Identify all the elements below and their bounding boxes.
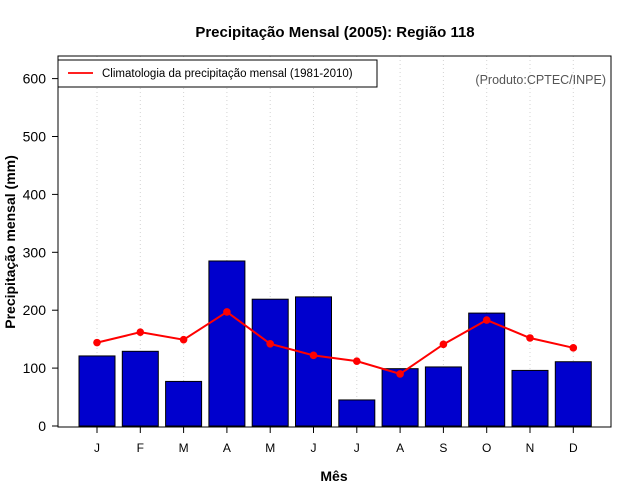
y-tick-label: 600 [23,71,47,87]
x-tick-label: O [482,441,491,455]
y-tick-label: 200 [23,302,47,318]
climatology-series [93,308,578,378]
legend-box [57,59,378,88]
x-tick-label: M [265,441,275,455]
climatology-point [439,340,448,349]
x-tick-label: M [179,441,189,455]
plot-frame [57,55,612,428]
x-tick-label: J [354,441,360,455]
y-tick-label: 300 [23,244,47,260]
bar-series [78,260,592,427]
bar [295,296,332,427]
climatology-point [223,308,231,316]
climatology-line [96,310,574,375]
climatology-point [309,351,318,360]
y-tick-label: 0 [38,418,46,434]
y-tick-label: 500 [23,129,47,145]
climatology-point [136,328,145,337]
bar [511,369,549,427]
x-tick-label: A [223,441,231,455]
bar [424,366,462,427]
climatology-point [569,344,578,352]
climatology-point [482,316,491,324]
climatology-point [526,334,534,342]
y-tick-label: 400 [23,186,47,202]
legend-entry-climatology: Climatologia da precipitação mensal (198… [102,68,353,80]
x-tick-label: J [94,441,100,455]
x-tick-label: D [569,441,578,455]
chart-title: Precipitação Mensal (2005): Região 118 [195,24,474,41]
climatology-point [93,338,101,347]
x-tick-label: S [439,441,447,455]
bar [338,399,376,427]
bar [165,380,203,427]
climatology-point [396,370,404,378]
legend: Climatologia da precipitação mensal (198… [57,59,378,88]
y-axis-label: Precipitação mensal (mm) [2,155,18,329]
bar [251,298,289,427]
bar [121,350,159,427]
bar [468,312,506,427]
y-axis: 0 100 200 300 400 500 600 [23,71,58,434]
source-annotation: (Produto:CPTEC/INPE) [475,73,606,87]
bar [78,355,116,427]
climatology-point [266,339,275,348]
x-axis-label: Mês [320,468,347,484]
bar [208,260,246,427]
x-tick-label: F [137,441,144,455]
climatology-point [353,357,361,365]
y-tick-label: 100 [23,360,47,376]
bar [381,368,419,427]
climatology-point [179,335,188,344]
x-tick-label: N [526,441,535,455]
x-tick-label: A [396,441,404,455]
x-tick-label: J [311,441,317,455]
bar [554,361,592,427]
